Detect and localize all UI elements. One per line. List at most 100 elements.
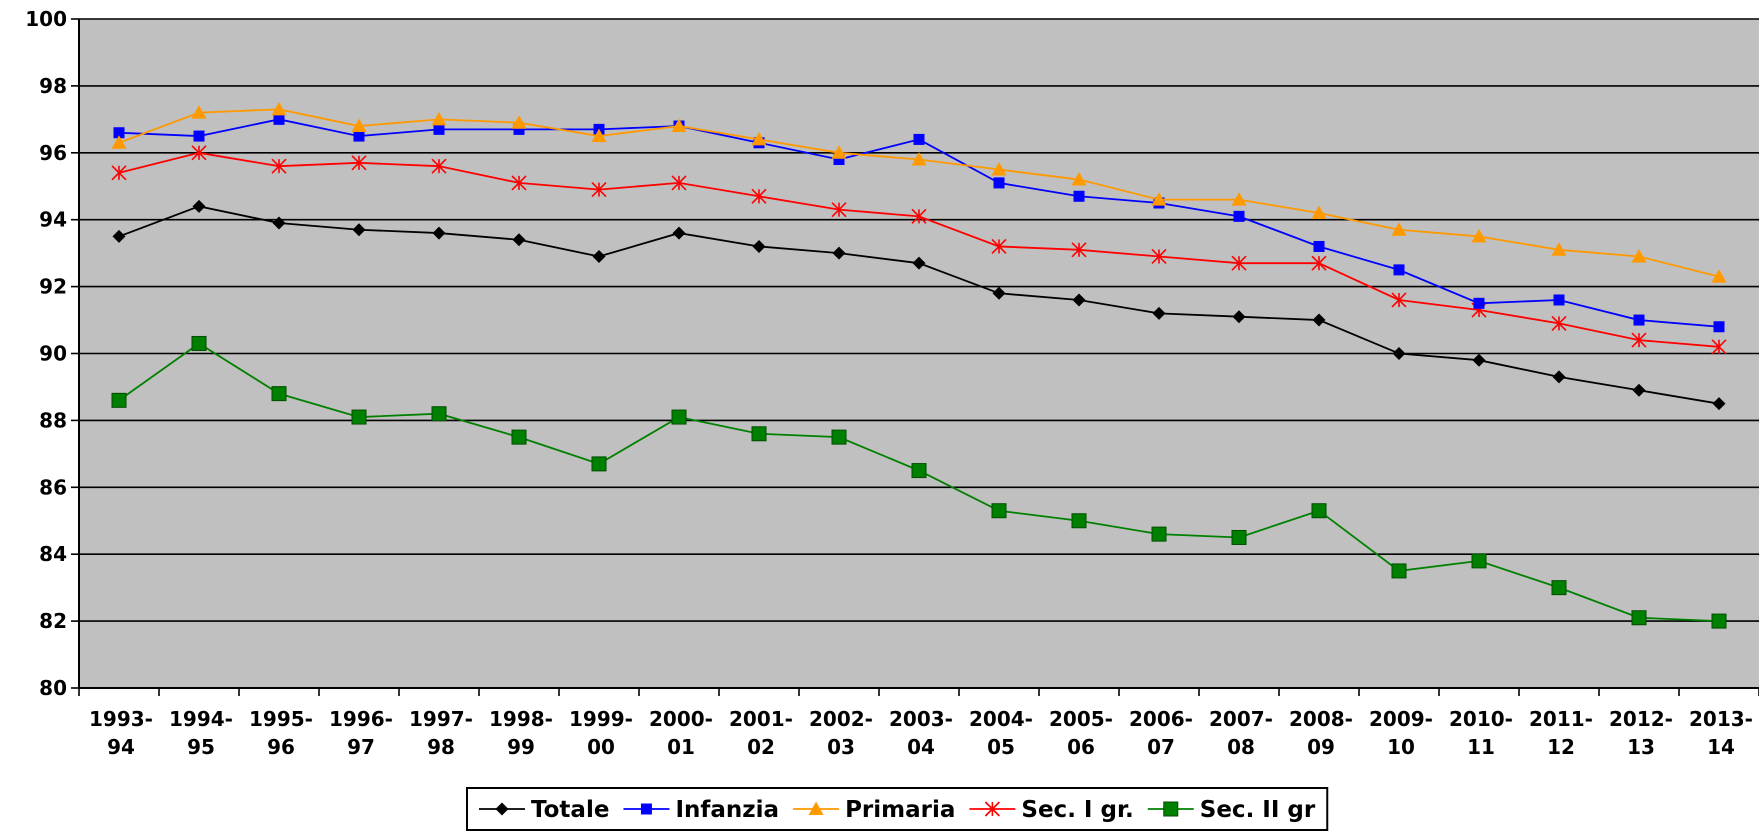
x-tick-label: 98 [427,735,455,759]
data-point-sec-ii-gr [1551,580,1567,596]
x-tick-label: 2003- [889,707,953,731]
data-point-totale [512,233,526,247]
data-point-primaria [671,118,687,133]
data-point-infanzia [993,177,1005,189]
data-point-totale [1232,310,1246,324]
data-point-sec-ii-gr [671,409,687,425]
x-tick-label: 94 [107,735,135,759]
y-tick-label: 90 [39,342,67,366]
legend-marker [1163,801,1179,817]
data-point-infanzia [1313,240,1325,252]
legend-marker [495,802,509,816]
legend-label: Primaria [845,797,955,823]
data-point-totale [1072,293,1086,307]
y-tick-label: 82 [39,609,67,633]
legend-marker [640,803,652,815]
x-tick-label: 06 [1067,735,1095,759]
data-point-totale [272,216,286,230]
data-point-sec-i-gr [431,158,447,174]
x-tick-label: 12 [1547,735,1575,759]
data-point-primaria [751,131,767,146]
x-tick-label: 1999- [569,707,633,731]
data-point-sec-i-gr [991,238,1007,255]
legend-item-totale: Totale [479,797,609,823]
data-point-primaria [1071,172,1087,186]
x-tick-label: 2005- [1049,707,1113,731]
data-point-totale [672,226,686,240]
data-point-sec-ii-gr [1471,553,1487,569]
x-tick-label: 2002- [809,707,873,731]
y-axis-ticks: 80 82 84 86 88 90 92 94 96 98 100 [25,7,79,700]
data-point-primaria [271,101,287,116]
y-tick-label: 100 [25,7,67,31]
data-point-primaria [1151,192,1167,206]
data-point-primaria [431,111,447,126]
data-point-sec-i-gr [1231,255,1247,271]
x-tick-label: 2013- [1689,707,1753,731]
data-point-sec-ii-gr [1311,503,1327,519]
x-axis-ticks: 1993- 94 1994- 95 1995- 96 1996- 97 1997- 98 1998-… [78,688,1759,759]
y-tick-label: 98 [39,74,67,98]
y-tick-label: 96 [39,141,67,165]
data-point-infanzia [833,153,845,165]
legend-item-primaria: Primaria [793,797,955,823]
data-point-sec-i-gr [351,155,367,171]
data-point-totale [752,239,766,253]
x-tick-label: 1995- [249,707,313,731]
data-point-infanzia [1633,314,1645,326]
y-tick-label: 80 [39,676,67,700]
x-tick-label: 2008- [1289,707,1353,731]
data-point-infanzia [1553,294,1565,306]
data-point-sec-i-gr [1391,292,1407,308]
data-point-sec-ii-gr [1631,610,1647,626]
data-point-sec-ii-gr [591,456,607,472]
data-point-primaria [111,135,127,149]
x-tick-label: 2010- [1449,707,1513,731]
data-point-infanzia [1473,297,1485,309]
data-point-sec-i-gr [751,188,767,204]
data-point-infanzia [1393,264,1405,276]
data-point-totale [432,226,446,240]
data-point-sec-i-gr [591,182,607,198]
data-point-totale [1712,397,1726,411]
x-tick-label: 95 [187,735,215,759]
data-point-sec-i-gr [511,175,527,191]
data-point-sec-ii-gr [1231,529,1247,545]
x-tick-label: 10 [1387,735,1415,759]
data-point-infanzia [513,123,525,135]
data-point-sec-ii-gr [271,386,287,402]
data-point-sec-ii-gr [1391,563,1407,579]
x-tick-label: 1993- [89,707,153,731]
data-point-sec-i-gr [111,165,127,181]
x-tick-label: 97 [347,735,375,759]
data-point-totale [1632,383,1646,397]
x-tick-label: 04 [907,735,935,759]
data-point-totale [112,229,126,243]
x-tick-label: 2012- [1609,707,1673,731]
data-point-infanzia [353,130,365,142]
x-tick-label: 03 [827,735,855,759]
data-point-sec-ii-gr [991,503,1007,519]
data-point-sec-ii-gr [111,392,127,408]
series-primaria [111,101,1727,283]
legend-item-infanzia: Infanzia [623,797,779,823]
data-point-sec-ii-gr [1071,513,1087,529]
data-point-infanzia [1073,190,1085,202]
legend-marker [808,801,824,815]
data-point-sec-i-gr [1151,248,1167,265]
x-tick-label: 07 [1147,735,1175,759]
x-tick-label: 1997- [409,707,473,731]
series-totale [112,199,1726,411]
data-point-infanzia [433,123,445,135]
data-point-primaria [1551,242,1567,256]
x-tick-label: 2000- [649,707,713,731]
data-point-totale [192,199,206,213]
y-tick-label: 86 [39,475,67,499]
series-layer [111,101,1727,629]
y-tick-label: 94 [39,208,67,232]
x-tick-label: 00 [587,735,615,759]
data-point-primaria [511,115,527,129]
data-point-totale [352,223,366,237]
data-point-infanzia [193,130,205,142]
data-point-totale [912,256,926,270]
